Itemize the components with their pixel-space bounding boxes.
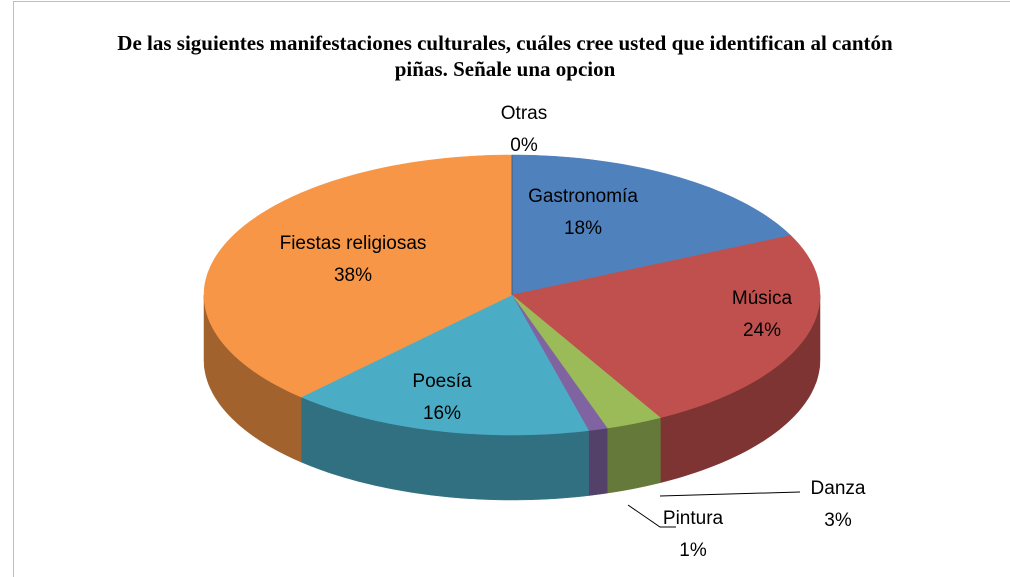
slice-value-label: 18% (564, 218, 602, 239)
slice-label: Gastronomía (528, 186, 638, 207)
slice-label: Danza (811, 478, 866, 499)
slice (511, 235, 821, 418)
slice-value-label: 16% (423, 403, 461, 424)
slice-value-label: 38% (334, 265, 372, 286)
slice-side (588, 427, 608, 496)
slice-label: Poesía (412, 371, 472, 392)
slice (300, 294, 590, 436)
slice-label: Pintura (663, 508, 724, 529)
chart-title: De las siguientes manifestaciones cultur… (117, 31, 893, 81)
slice (511, 154, 792, 296)
slice-label: Música (732, 288, 793, 309)
slice-label: Otras (501, 103, 547, 124)
slice (511, 294, 661, 429)
leader-line (659, 491, 801, 497)
slice-value-label: 0% (510, 135, 538, 156)
slice-label: Fiestas religiosas (280, 233, 427, 254)
slice (203, 154, 513, 398)
leader-line (627, 504, 676, 528)
slice-value-label: 1% (679, 540, 707, 561)
slice-value-label: 3% (824, 510, 852, 531)
slice-side (606, 417, 661, 494)
slice-value-label: 24% (743, 320, 781, 341)
